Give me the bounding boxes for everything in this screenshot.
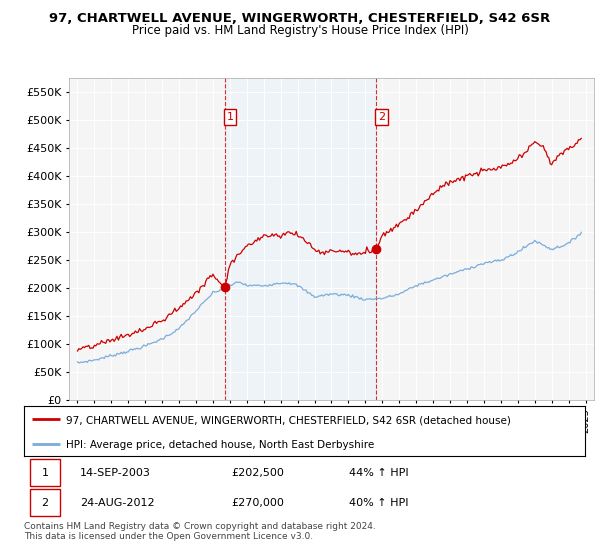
Text: 1: 1 bbox=[41, 468, 49, 478]
Text: 97, CHARTWELL AVENUE, WINGERWORTH, CHESTERFIELD, S42 6SR (detached house): 97, CHARTWELL AVENUE, WINGERWORTH, CHEST… bbox=[66, 415, 511, 425]
FancyBboxPatch shape bbox=[29, 459, 61, 486]
Text: £202,500: £202,500 bbox=[232, 468, 284, 478]
Text: Contains HM Land Registry data © Crown copyright and database right 2024.
This d: Contains HM Land Registry data © Crown c… bbox=[24, 522, 376, 542]
Text: Price paid vs. HM Land Registry's House Price Index (HPI): Price paid vs. HM Land Registry's House … bbox=[131, 24, 469, 36]
Text: 2: 2 bbox=[41, 498, 49, 508]
Text: HPI: Average price, detached house, North East Derbyshire: HPI: Average price, detached house, Nort… bbox=[66, 440, 374, 450]
Text: 97, CHARTWELL AVENUE, WINGERWORTH, CHESTERFIELD, S42 6SR: 97, CHARTWELL AVENUE, WINGERWORTH, CHEST… bbox=[49, 12, 551, 25]
Text: 44% ↑ HPI: 44% ↑ HPI bbox=[349, 468, 409, 478]
Text: 14-SEP-2003: 14-SEP-2003 bbox=[80, 468, 151, 478]
Text: £270,000: £270,000 bbox=[232, 498, 284, 508]
Bar bbox=[225, 78, 376, 400]
Text: 2: 2 bbox=[378, 112, 385, 122]
FancyBboxPatch shape bbox=[29, 489, 61, 516]
Text: 1: 1 bbox=[227, 112, 233, 122]
Text: 24-AUG-2012: 24-AUG-2012 bbox=[80, 498, 155, 508]
Text: 40% ↑ HPI: 40% ↑ HPI bbox=[349, 498, 409, 508]
